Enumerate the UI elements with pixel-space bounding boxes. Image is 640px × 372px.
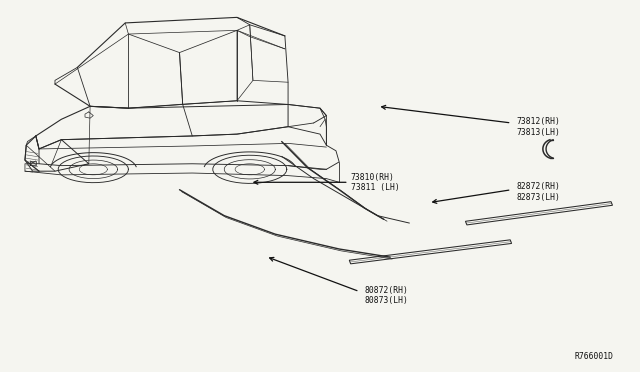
Text: R766001D: R766001D (575, 352, 614, 361)
Text: 82872(RH)
82873(LH): 82872(RH) 82873(LH) (516, 182, 561, 202)
Text: 73810(RH)
73811 (LH): 73810(RH) 73811 (LH) (351, 173, 399, 192)
Text: 80872(RH)
80873(LH): 80872(RH) 80873(LH) (365, 286, 408, 305)
Text: 73812(RH)
73813(LH): 73812(RH) 73813(LH) (516, 118, 561, 137)
